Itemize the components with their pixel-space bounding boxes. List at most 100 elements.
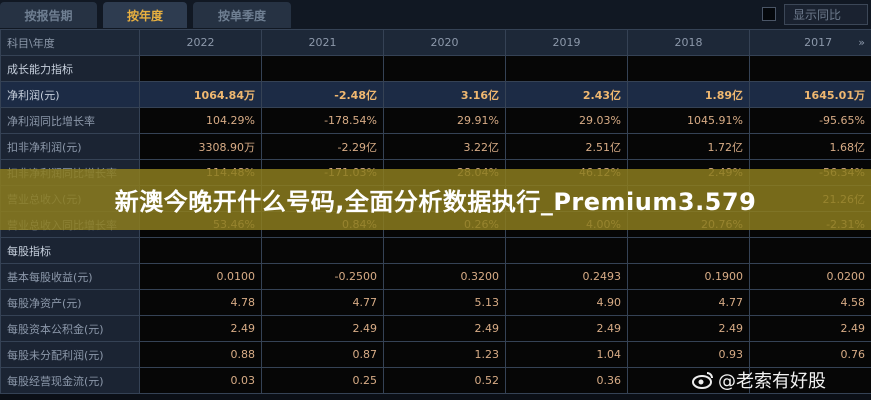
year-header-label: 2017: [804, 36, 833, 49]
tab-by-quarter[interactable]: 按单季度: [193, 2, 291, 28]
year-header[interactable]: 2019: [505, 29, 628, 56]
cell-value: 1064.84万: [139, 81, 262, 108]
cell-value: 3308.90万: [139, 133, 262, 160]
cell-value: 1.89亿: [627, 81, 750, 108]
row-label: 净利润同比增长率: [0, 107, 140, 134]
table-row[interactable]: 扣非净利润(元) 3308.90万 -2.29亿 3.22亿 2.51亿 1.72亿 1.6…: [0, 133, 871, 160]
table-header-row: 科目\年度 2022 2021 2020 2019 2018 2017 »: [0, 29, 871, 56]
year-header[interactable]: 2021: [261, 29, 384, 56]
table-row[interactable]: 净利润(元) 1064.84万 -2.48亿 3.16亿 2.43亿 1.89亿 1645.…: [0, 81, 871, 108]
row-label: 扣非净利润(元): [0, 133, 140, 160]
double-chevron-right-icon[interactable]: »: [858, 36, 865, 49]
year-header[interactable]: 2020: [383, 29, 506, 56]
cell-value: 0.0200: [749, 263, 871, 290]
cell-value: 4.58: [749, 289, 871, 316]
cell-value: 0.36: [505, 367, 628, 394]
cell-value: 0.25: [261, 367, 384, 394]
cell-value: 2.43亿: [505, 81, 628, 108]
tab-bar: 按报告期 按年度 按单季度 显示同比: [0, 0, 871, 29]
row-label: 每股净资产(元): [0, 289, 140, 316]
cell-value: [383, 237, 506, 264]
cell-value: -0.2500: [261, 263, 384, 290]
cell-value: 2.51亿: [505, 133, 628, 160]
section-row[interactable]: 每股指标: [0, 237, 871, 264]
row-label: 净利润(元): [0, 81, 140, 108]
table-row[interactable]: 基本每股收益(元) 0.0100 -0.2500 0.3200 0.2493 0.1900…: [0, 263, 871, 290]
cell-value: [139, 55, 262, 82]
table-row[interactable]: 净利润同比增长率 104.29% -178.54% 29.91% 29.03% 1045.…: [0, 107, 871, 134]
cell-value: 1.04: [505, 341, 628, 368]
cell-value: [505, 55, 628, 82]
cell-value: 0.52: [383, 367, 506, 394]
tab-by-report-period[interactable]: 按报告期: [0, 2, 97, 28]
cell-value: 5.13: [383, 289, 506, 316]
cell-value: 4.78: [139, 289, 262, 316]
cell-value: 0.2493: [505, 263, 628, 290]
cell-value: -95.65%: [749, 107, 871, 134]
row-label: 基本每股收益(元): [0, 263, 140, 290]
cell-value: 29.91%: [383, 107, 506, 134]
cell-value: 4.77: [261, 289, 384, 316]
cell-value: 2.49: [261, 315, 384, 342]
cell-value: 0.87: [261, 341, 384, 368]
cell-value: -178.54%: [261, 107, 384, 134]
cell-value: 1.72亿: [627, 133, 750, 160]
cell-value: 2.49: [505, 315, 628, 342]
cell-value: 0.88: [139, 341, 262, 368]
cell-value: 3.16亿: [383, 81, 506, 108]
row-label: 每股指标: [0, 237, 140, 264]
weibo-logo-icon: [692, 372, 713, 389]
cell-value: 1645.01万: [749, 81, 871, 108]
cell-value: [627, 55, 750, 82]
cell-value: [749, 367, 871, 394]
cell-value: 1.23: [383, 341, 506, 368]
cell-value: 2.49: [139, 315, 262, 342]
cell-value: [627, 237, 750, 264]
cell-value: 2.49: [627, 315, 750, 342]
cell-value: [261, 237, 384, 264]
table-row[interactable]: 每股未分配利润(元) 0.88 0.87 1.23 1.04 0.93 0.76: [0, 341, 871, 368]
overlay-banner: 新澳今晚开什么号码,全面分析数据执行_Premium3.579: [0, 169, 871, 230]
cell-value: 0.76: [749, 341, 871, 368]
cell-value: [749, 237, 871, 264]
section-row[interactable]: 成长能力指标: [0, 55, 871, 82]
cell-value: 4.90: [505, 289, 628, 316]
year-header[interactable]: 2018: [627, 29, 750, 56]
cell-value: [383, 55, 506, 82]
cell-value: 3.22亿: [383, 133, 506, 160]
cell-value: [627, 367, 750, 394]
table-row[interactable]: 每股经营现金流(元) 0.03 0.25 0.52 0.36: [0, 367, 871, 394]
cell-value: -2.29亿: [261, 133, 384, 160]
row-label: 每股资本公积金(元): [0, 315, 140, 342]
row-label: 成长能力指标: [0, 55, 140, 82]
show-yoy-checkbox[interactable]: [762, 7, 776, 21]
watermark: @老索有好股: [692, 367, 826, 393]
watermark-text: @老索有好股: [718, 371, 826, 392]
row-label: 每股未分配利润(元): [0, 341, 140, 368]
cell-value: 0.03: [139, 367, 262, 394]
cell-value: -2.48亿: [261, 81, 384, 108]
cell-value: [139, 237, 262, 264]
table-row[interactable]: 每股资本公积金(元) 2.49 2.49 2.49 2.49 2.49 2.49: [0, 315, 871, 342]
cell-value: 0.93: [627, 341, 750, 368]
row-label: 每股经营现金流(元): [0, 367, 140, 394]
cell-value: 0.1900: [627, 263, 750, 290]
show-yoy-button[interactable]: 显示同比: [784, 4, 868, 25]
cell-value: [749, 55, 871, 82]
cell-value: 104.29%: [139, 107, 262, 134]
cell-value: 4.77: [627, 289, 750, 316]
cell-value: 1045.91%: [627, 107, 750, 134]
table-row[interactable]: 每股净资产(元) 4.78 4.77 5.13 4.90 4.77 4.58: [0, 289, 871, 316]
cell-value: 2.49: [749, 315, 871, 342]
cell-value: 1.68亿: [749, 133, 871, 160]
cell-value: [505, 237, 628, 264]
cell-value: 29.03%: [505, 107, 628, 134]
year-header[interactable]: 2022: [139, 29, 262, 56]
cell-value: [261, 55, 384, 82]
corner-header: 科目\年度: [0, 29, 140, 56]
cell-value: 0.0100: [139, 263, 262, 290]
cell-value: 0.3200: [383, 263, 506, 290]
cell-value: 2.49: [383, 315, 506, 342]
tab-by-year[interactable]: 按年度: [103, 2, 187, 28]
year-header[interactable]: 2017 »: [749, 29, 871, 56]
